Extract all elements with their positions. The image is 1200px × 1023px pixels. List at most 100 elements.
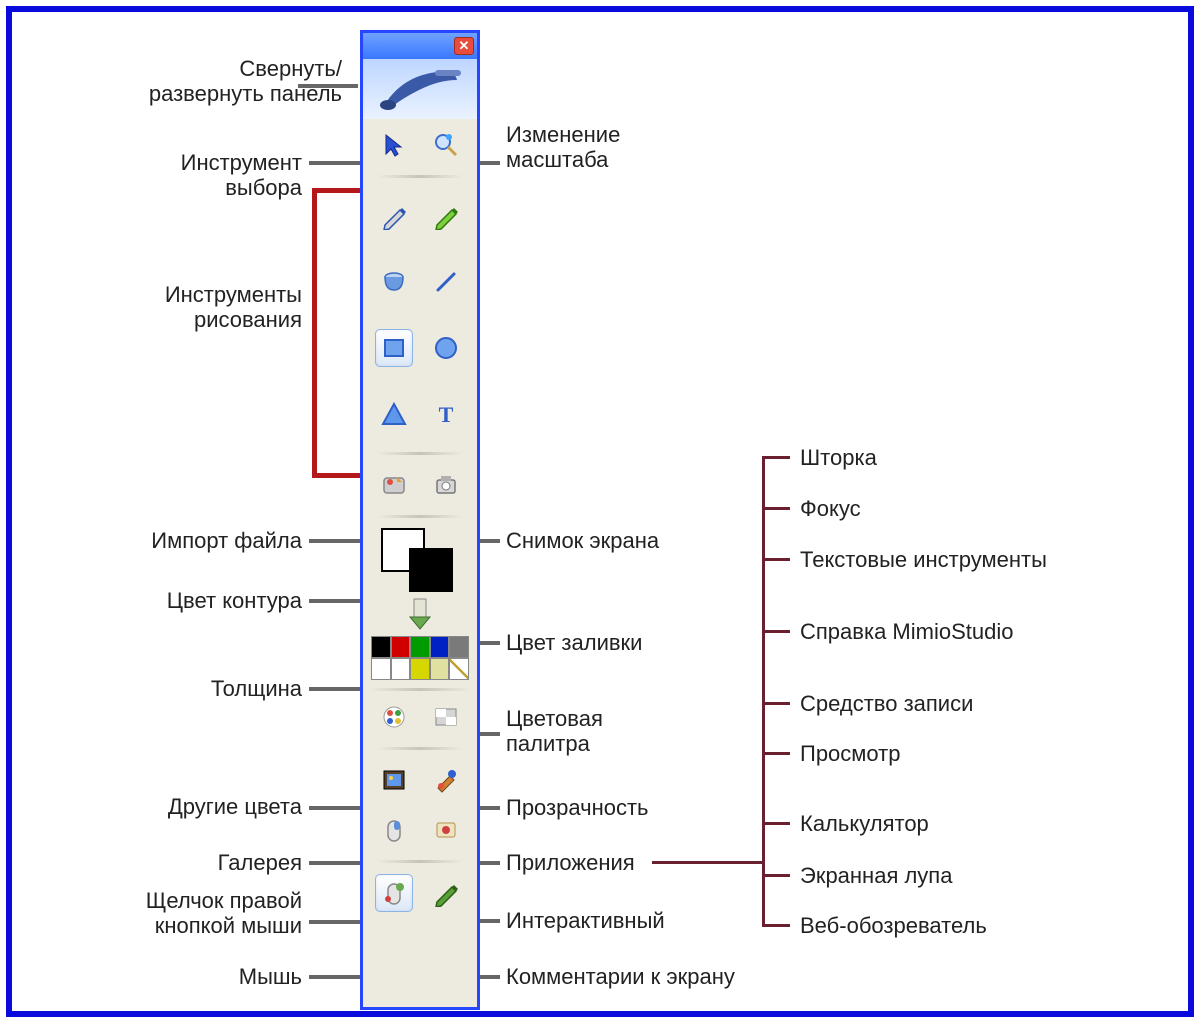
brush-logo-icon <box>375 66 465 112</box>
label-gallery: Галерея <box>42 850 302 875</box>
gallery-button[interactable] <box>375 761 413 799</box>
apps-tick <box>762 822 790 825</box>
rectangle-button[interactable] <box>375 329 413 367</box>
applications-button[interactable] <box>427 761 465 799</box>
more-colors-icon <box>380 703 408 731</box>
apps-tick <box>762 630 790 633</box>
apps-tick <box>762 456 790 459</box>
palette-swatch[interactable] <box>371 636 391 658</box>
interactive-icon <box>432 816 460 844</box>
palette-swatch[interactable] <box>391 636 411 658</box>
label-screen-comments: Комментарии к экрану <box>506 964 735 989</box>
app-browser: Веб-обозреватель <box>800 913 987 938</box>
apps-connector <box>652 861 762 864</box>
palette-swatch[interactable] <box>430 658 450 680</box>
screen-comments-icon <box>432 879 460 907</box>
label-collapse: Свернуть/ развернуть панель <box>42 56 342 107</box>
text-icon: T <box>432 400 460 428</box>
screenshot-button[interactable] <box>427 466 465 504</box>
color-swatch-area <box>363 524 477 592</box>
interactive-button[interactable] <box>427 811 465 849</box>
import-file-button[interactable] <box>375 466 413 504</box>
app-magnifier: Экранная лупа <box>800 863 952 888</box>
transparency-button[interactable] <box>427 698 465 736</box>
app-calculator: Калькулятор <box>800 811 929 836</box>
label-fill-color: Цвет заливки <box>506 630 642 655</box>
right-click-icon <box>380 816 408 844</box>
palette-swatch[interactable] <box>430 636 450 658</box>
text-button[interactable]: T <box>427 395 465 433</box>
app-text-tools: Текстовые инструменты <box>800 547 1047 572</box>
color-palette[interactable] <box>363 634 477 682</box>
label-drawing-tools: Инструменты рисования <box>42 282 302 333</box>
connector <box>309 687 367 691</box>
connector <box>309 975 367 979</box>
label-select-tool: Инструмент выбора <box>42 150 302 201</box>
apps-tick <box>762 874 790 877</box>
close-icon[interactable]: ✕ <box>454 37 474 55</box>
apps-tick <box>762 558 790 561</box>
palette-swatch[interactable] <box>371 658 391 680</box>
triangle-icon <box>380 400 408 428</box>
circle-button[interactable] <box>427 329 465 367</box>
screenshot-icon <box>432 471 460 499</box>
fill-color-swatch[interactable] <box>409 548 453 592</box>
line-button[interactable] <box>427 263 465 301</box>
label-zoom: Изменение масштаба <box>506 122 620 173</box>
screen-comments-button[interactable] <box>427 874 465 912</box>
toolbar-titlebar[interactable]: ✕ <box>363 33 477 59</box>
connector <box>309 539 367 543</box>
connector <box>309 920 367 924</box>
tool-grid: T <box>363 119 477 524</box>
connector <box>298 84 358 88</box>
more-colors-button[interactable] <box>375 698 413 736</box>
app-preview: Просмотр <box>800 741 900 766</box>
palette-swatch[interactable] <box>410 658 430 680</box>
label-applications: Приложения <box>506 850 635 875</box>
apps-bracket <box>762 456 765 926</box>
diagram-frame: Свернуть/ развернуть панель Инструмент в… <box>6 6 1194 1017</box>
zoom-icon <box>433 132 459 158</box>
palette-swatch[interactable] <box>391 658 411 680</box>
palette-swatch[interactable] <box>410 636 430 658</box>
app-curtain: Шторка <box>800 445 877 470</box>
select-tool-button[interactable] <box>375 126 413 164</box>
palette-swatch[interactable] <box>449 636 469 658</box>
thickness-control[interactable] <box>363 592 477 634</box>
apps-tick <box>762 752 790 755</box>
pencil-button[interactable] <box>375 197 413 235</box>
connector <box>309 806 367 810</box>
palette-swatch[interactable] <box>449 658 469 680</box>
toolbar-logo <box>363 59 477 119</box>
circle-icon <box>432 334 460 362</box>
bucket-button[interactable] <box>375 263 413 301</box>
highlighter-icon <box>432 202 460 230</box>
label-right-click: Щелчок правой кнопкой мыши <box>42 888 302 939</box>
pencil-icon <box>380 202 408 230</box>
label-mouse: Мышь <box>42 964 302 989</box>
select-tool-icon <box>381 132 407 158</box>
highlighter-button[interactable] <box>427 197 465 235</box>
right-click-button[interactable] <box>375 811 413 849</box>
apps-tick <box>762 702 790 705</box>
apps-tick <box>762 924 790 927</box>
apps-tick <box>762 507 790 510</box>
mouse-button[interactable] <box>375 874 413 912</box>
svg-text:T: T <box>439 402 454 427</box>
rectangle-icon <box>380 334 408 362</box>
connector <box>309 161 367 165</box>
zoom-button[interactable] <box>427 126 465 164</box>
thickness-icon <box>400 595 440 631</box>
toolbar-panel: ✕ <box>360 30 480 1010</box>
connector <box>309 599 367 603</box>
import-file-icon <box>380 471 408 499</box>
mouse-icon <box>380 879 408 907</box>
app-focus: Фокус <box>800 496 861 521</box>
gallery-icon <box>380 766 408 794</box>
app-recorder: Средство записи <box>800 691 973 716</box>
label-screenshot: Снимок экрана <box>506 528 659 553</box>
label-thickness: Толщина <box>42 676 302 701</box>
triangle-button[interactable] <box>375 395 413 433</box>
label-outline-color: Цвет контура <box>42 588 302 613</box>
app-help: Справка MimioStudio <box>800 619 1013 644</box>
